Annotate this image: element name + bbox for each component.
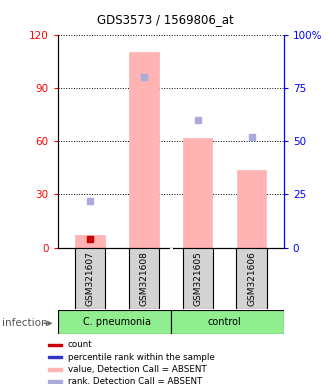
Text: GSM321607: GSM321607 [85,252,94,306]
Point [87,198,93,204]
Bar [48,356,62,358]
Text: infection: infection [2,318,47,328]
Bar [48,381,62,383]
Bar [183,137,213,248]
Text: GSM321605: GSM321605 [193,252,202,306]
Text: count: count [68,341,92,349]
Text: control: control [208,317,242,327]
Bar [236,248,267,309]
Point [195,117,200,123]
Point [87,236,93,242]
Text: value, Detection Call = ABSENT: value, Detection Call = ABSENT [68,365,207,374]
Bar [58,310,171,334]
Text: C. pneumonia: C. pneumonia [83,317,151,327]
Text: GDS3573 / 1569806_at: GDS3573 / 1569806_at [97,13,233,26]
Point [141,74,147,80]
Bar [182,248,213,309]
Bar [129,248,159,309]
Text: percentile rank within the sample: percentile rank within the sample [68,353,214,362]
Text: rank, Detection Call = ABSENT: rank, Detection Call = ABSENT [68,377,202,384]
Bar [75,235,105,248]
Text: GSM321606: GSM321606 [247,252,256,306]
Point [249,134,254,140]
Text: GSM321608: GSM321608 [139,252,148,306]
Bar [129,52,159,248]
Bar [75,248,105,309]
Bar [48,368,62,371]
Bar [48,344,62,346]
Bar [171,310,284,334]
Bar [237,170,266,248]
